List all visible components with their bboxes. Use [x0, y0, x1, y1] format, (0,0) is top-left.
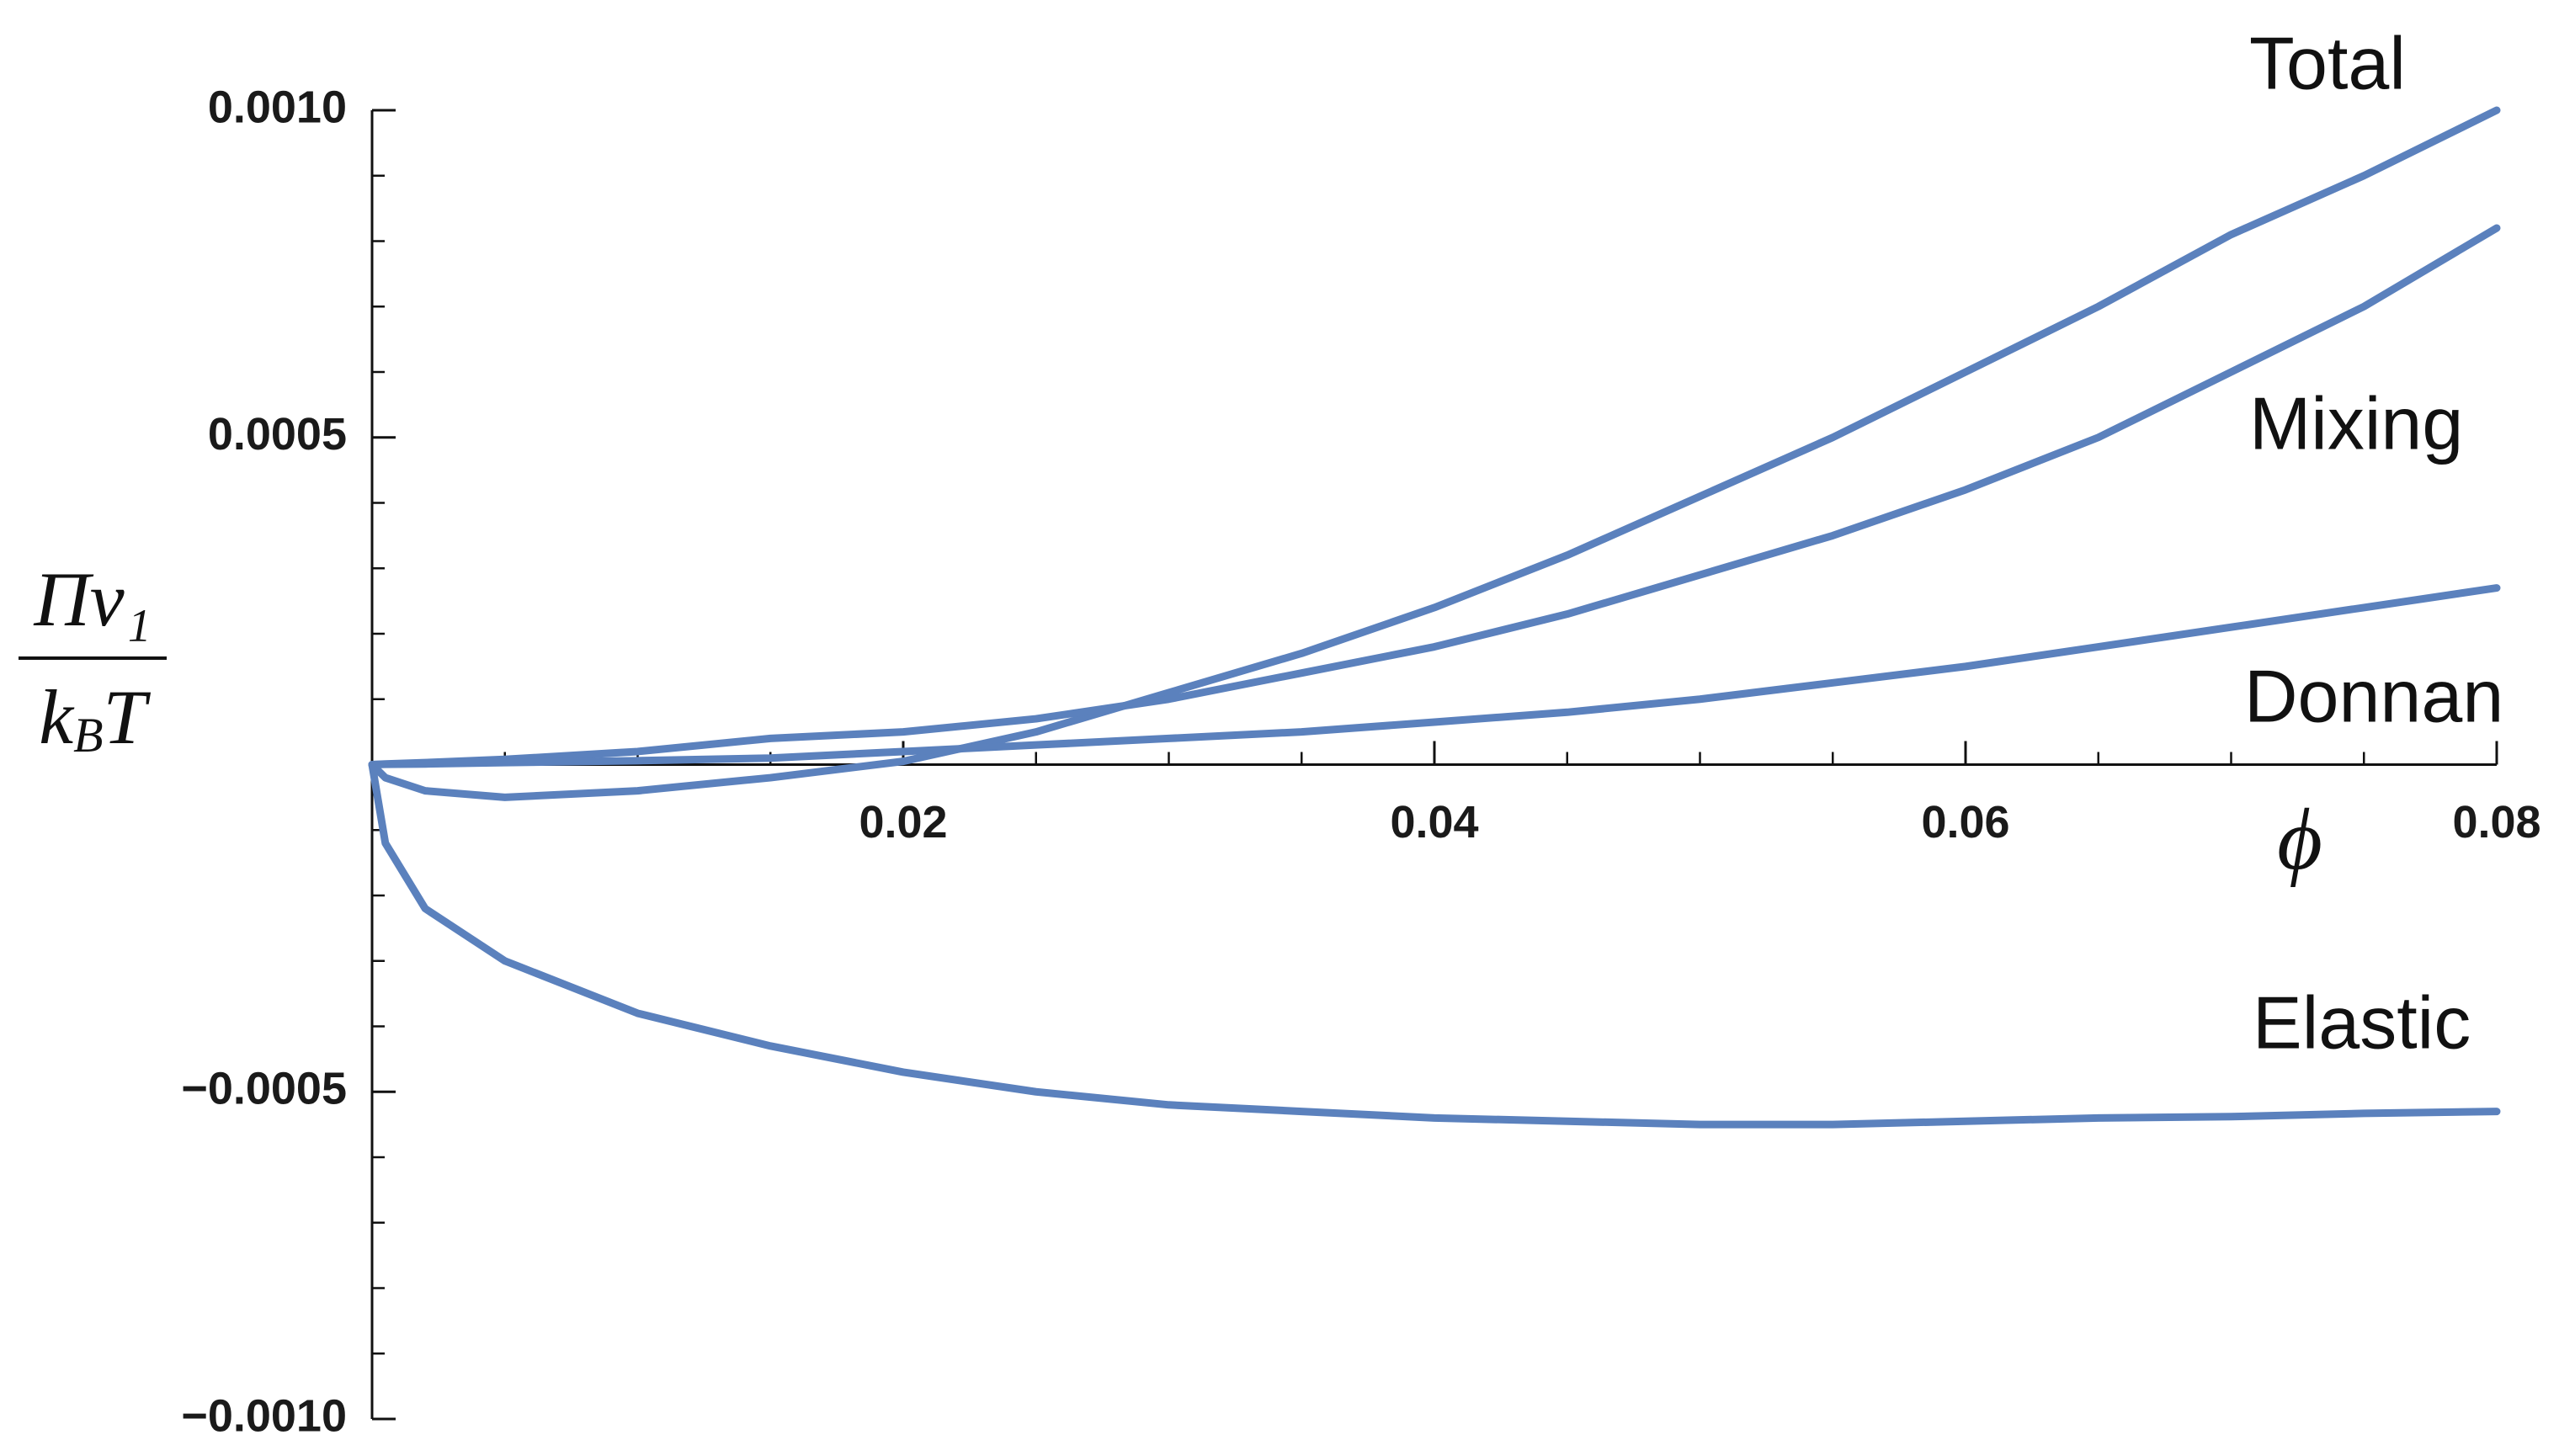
denominator-subscript: B: [73, 708, 103, 763]
x-tick-label: 0.08: [2452, 797, 2540, 848]
x-tick-label: 0.02: [859, 797, 947, 848]
series-label: Mixing: [2249, 381, 2463, 465]
series-line: [368, 584, 2501, 768]
series-line: [368, 761, 2501, 1129]
x-axis-label: ϕ: [2277, 791, 2322, 888]
x-tick-label: 0.04: [1390, 797, 1478, 848]
series-label: Elastic: [2253, 980, 2471, 1064]
series-label: Donnan: [2244, 654, 2503, 737]
y-axis-label-numerator: Πv₁: [33, 556, 151, 642]
denominator-tail: T: [104, 674, 152, 760]
series-line: [368, 224, 2501, 768]
x-tick-label: 0.06: [1921, 797, 2009, 848]
y-axis-label-denominator: kBT: [39, 674, 151, 763]
denominator-base: k: [39, 674, 75, 760]
y-tick-label: 0.0010: [208, 82, 347, 132]
y-tick-label: 0.0005: [208, 409, 347, 460]
series-line: [368, 106, 2501, 801]
y-tick-label: −0.0005: [181, 1064, 347, 1114]
series-label: Total: [2249, 21, 2406, 104]
y-tick-label: −0.0010: [181, 1390, 347, 1441]
